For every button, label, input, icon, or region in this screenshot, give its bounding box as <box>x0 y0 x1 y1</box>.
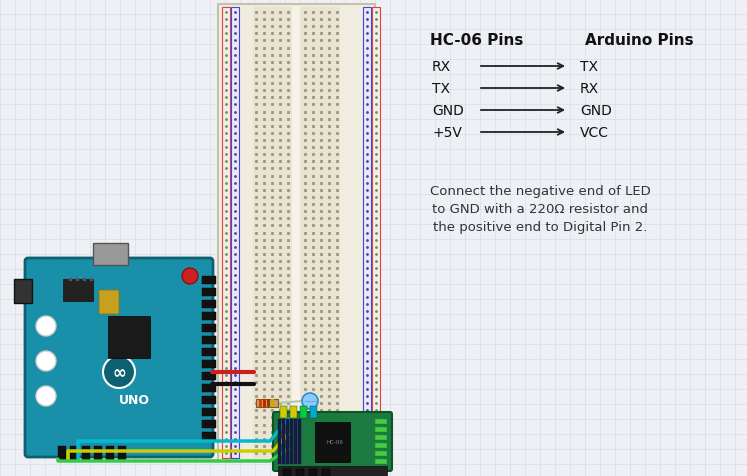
Bar <box>375 435 387 440</box>
Bar <box>375 459 387 464</box>
Bar <box>202 324 216 332</box>
Text: UNO: UNO <box>119 394 149 407</box>
Bar <box>94 446 102 460</box>
Bar <box>202 300 216 308</box>
Bar <box>280 406 287 418</box>
Circle shape <box>182 268 198 284</box>
Bar <box>375 451 387 456</box>
Bar <box>93 244 128 266</box>
Bar <box>283 469 291 476</box>
Circle shape <box>36 351 56 371</box>
Bar <box>118 446 126 460</box>
Bar <box>375 427 387 432</box>
FancyBboxPatch shape <box>99 290 119 314</box>
Bar <box>282 419 285 464</box>
Bar <box>63 279 93 301</box>
FancyBboxPatch shape <box>25 258 213 457</box>
Text: TX: TX <box>580 60 598 74</box>
Bar <box>286 419 289 464</box>
Text: RX: RX <box>432 60 451 74</box>
Bar <box>290 406 297 418</box>
Text: HC-06: HC-06 <box>326 439 344 445</box>
Bar <box>202 384 216 392</box>
Bar <box>202 360 216 368</box>
Bar <box>290 419 293 464</box>
Bar <box>256 399 278 407</box>
Bar <box>202 408 216 416</box>
Bar <box>202 277 216 284</box>
Text: GND: GND <box>432 104 464 118</box>
Text: to GND with a 220Ω resistor and: to GND with a 220Ω resistor and <box>432 203 648 216</box>
Bar <box>259 399 261 407</box>
Text: TX: TX <box>432 82 450 96</box>
Text: HC-06 Pins: HC-06 Pins <box>430 33 524 48</box>
Bar <box>322 469 330 476</box>
Circle shape <box>36 386 56 406</box>
Circle shape <box>103 356 135 388</box>
Bar <box>271 399 273 407</box>
Circle shape <box>302 393 318 409</box>
Text: +5V: +5V <box>432 126 462 140</box>
Bar <box>108 317 150 358</box>
Bar <box>222 8 230 458</box>
Text: VCC: VCC <box>580 126 609 140</box>
Circle shape <box>36 317 56 336</box>
Bar <box>82 446 90 460</box>
Bar <box>253 8 340 458</box>
Text: the positive end to Digital Pin 2.: the positive end to Digital Pin 2. <box>433 220 647 234</box>
Bar <box>202 348 216 356</box>
FancyBboxPatch shape <box>273 412 392 471</box>
Bar <box>202 312 216 320</box>
Bar <box>296 469 304 476</box>
Bar <box>294 419 297 464</box>
Text: Arduino Pins: Arduino Pins <box>585 33 694 48</box>
Bar <box>106 446 114 460</box>
Bar <box>14 279 32 303</box>
Text: Connect the negative end of LED: Connect the negative end of LED <box>430 185 651 198</box>
Bar <box>202 288 216 297</box>
Bar <box>310 406 317 418</box>
Text: RX: RX <box>580 82 599 96</box>
Bar <box>231 8 239 458</box>
Bar <box>202 420 216 428</box>
Bar <box>58 446 66 460</box>
Bar <box>372 8 380 458</box>
Bar <box>375 419 387 424</box>
Bar <box>202 336 216 344</box>
Bar <box>202 396 216 404</box>
Text: ∞: ∞ <box>112 363 126 381</box>
Bar <box>363 8 371 458</box>
Bar <box>267 399 270 407</box>
Bar <box>70 446 78 460</box>
Bar <box>202 432 216 440</box>
Bar <box>202 372 216 380</box>
Bar <box>263 399 265 407</box>
Bar <box>300 406 307 418</box>
Bar <box>218 5 375 461</box>
Bar <box>298 419 301 464</box>
Text: GND: GND <box>580 104 612 118</box>
Bar <box>375 443 387 448</box>
Bar <box>309 469 317 476</box>
Bar <box>315 422 350 462</box>
Bar <box>278 466 387 476</box>
Bar <box>292 8 300 458</box>
Bar <box>278 419 281 464</box>
